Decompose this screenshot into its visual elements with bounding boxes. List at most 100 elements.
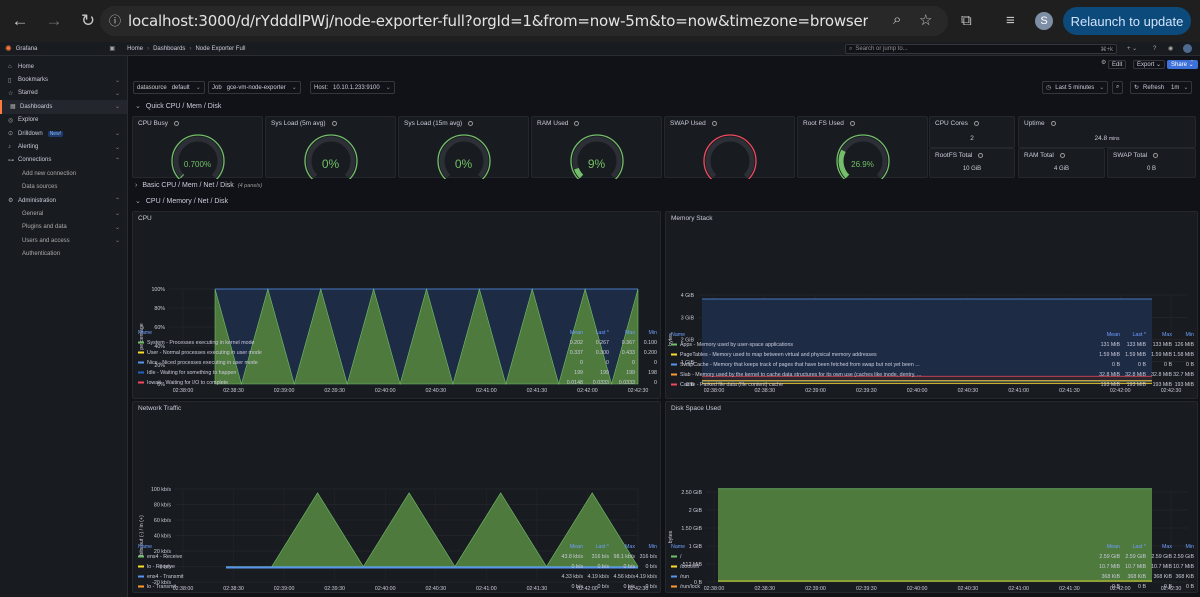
sidebar-item-connections[interactable]: ⊶ Connections ⌃ xyxy=(0,154,127,167)
row-basic[interactable]: › Basic CPU / Mem / Net / Disk (4 panels) xyxy=(135,182,262,189)
share-button[interactable]: Share ⌄ xyxy=(1167,60,1198,69)
relaunch-button[interactable]: Relaunch to update xyxy=(1063,7,1191,35)
chevron-up-icon[interactable]: ⌃ xyxy=(115,198,121,205)
x-tick-label: 02:41:00 xyxy=(476,586,497,592)
settings-icon[interactable]: ⚙ xyxy=(1101,60,1107,66)
chevron-down-icon[interactable]: ⌄ xyxy=(115,224,121,231)
chevron-down-icon[interactable]: ⌄ xyxy=(115,144,121,151)
chevron-down-icon[interactable]: ⌄ xyxy=(115,90,121,97)
info-icon[interactable] xyxy=(849,120,855,126)
sidebar-item-starred[interactable]: ☆ Starred ⌄ xyxy=(0,87,127,100)
x-tick-label: 02:38:00 xyxy=(173,586,194,592)
gauge-ram-used: RAM Used 9% xyxy=(531,116,662,179)
profile-avatar[interactable]: S xyxy=(1035,12,1053,30)
site-info-icon[interactable]: ⓘ xyxy=(109,14,122,28)
sidebar-item-dashboards[interactable]: ▦ Dashboards ⌄ xyxy=(0,100,127,114)
root-fs-area xyxy=(718,488,1152,582)
chevron-up-icon[interactable]: ⌃ xyxy=(115,157,121,164)
legend-min: 368 KiB xyxy=(1175,574,1194,580)
media-icon[interactable]: ≡ xyxy=(1006,12,1015,29)
gauge-root-fs-used: Root FS Used 26.9% xyxy=(797,116,928,179)
x-tick-label: 02:41:30 xyxy=(527,388,548,394)
row-cpu[interactable]: ⌄ CPU / Memory / Net / Disk xyxy=(135,197,228,206)
info-icon[interactable] xyxy=(1153,152,1159,158)
gauge-threshold-ring xyxy=(304,134,358,179)
export-button[interactable]: Export ⌄ xyxy=(1133,60,1166,69)
sidebar-item-explore[interactable]: ◎ Explore xyxy=(0,114,127,127)
sidebar-item-drilldown[interactable]: ⊙ Drilldown New! ⌄ xyxy=(0,127,127,140)
y-tick-label: 1.50 GiB xyxy=(681,526,702,532)
info-icon[interactable] xyxy=(331,120,337,126)
zoom-out-button[interactable]: ⌕ xyxy=(1112,81,1124,94)
refresh-icon: ↻ xyxy=(1134,85,1140,91)
legend-last: 1.59 MiB xyxy=(1125,352,1146,358)
var-datasource[interactable]: datasource default ⌄ xyxy=(133,81,205,94)
grafana-logo-icon[interactable]: ✺ xyxy=(5,44,12,53)
sidebar-item-users[interactable]: Users and access ⌄ xyxy=(0,234,127,247)
reload-icon[interactable]: ↻ xyxy=(80,11,96,30)
x-tick-label: 02:42:30 xyxy=(628,388,649,394)
gauge-track xyxy=(173,136,223,179)
zoom-icon[interactable]: ⌕ xyxy=(893,11,902,28)
chevron-down-icon[interactable]: ⌄ xyxy=(115,77,121,84)
legend-last: 0 b/s xyxy=(598,584,610,590)
legend-mean: 0.0148 xyxy=(567,380,583,386)
search-input[interactable]: ⌕ Search or jump to... ⌘+k xyxy=(845,44,1117,54)
sidebar-item-add-connection[interactable]: Add new connection xyxy=(0,167,127,180)
breadcrumb-home[interactable]: Home xyxy=(127,45,144,52)
y-axis-label: percentage xyxy=(139,323,145,350)
var-host[interactable]: Host: 10.10.1.233:9100 ⌄ xyxy=(310,81,395,94)
info-icon[interactable] xyxy=(468,120,474,126)
edit-button[interactable]: Edit xyxy=(1108,60,1127,69)
refresh-button[interactable]: ↻ Refresh 1m ⌄ xyxy=(1130,81,1193,94)
legend-item: ens4 - Receive xyxy=(147,554,182,560)
sidebar-item-data-sources[interactable]: Data sources xyxy=(0,181,127,194)
legend-header-min: Min xyxy=(648,330,657,336)
info-icon[interactable] xyxy=(973,120,979,126)
extensions-icon[interactable]: ⧉ xyxy=(961,12,972,29)
back-icon[interactable]: ← xyxy=(11,11,29,30)
panel-title: SWAP Total xyxy=(1113,152,1148,159)
info-icon[interactable] xyxy=(574,120,580,126)
gauge-threshold-ring xyxy=(437,134,491,179)
info-icon[interactable] xyxy=(173,120,179,126)
info-icon[interactable] xyxy=(1059,152,1065,158)
free-memory-area xyxy=(702,299,1152,384)
info-icon[interactable] xyxy=(978,152,984,158)
gauge-value: 0% xyxy=(321,157,340,171)
gauge-threshold-ring xyxy=(703,134,757,179)
news-icon[interactable]: ◉ xyxy=(1168,46,1174,52)
help-icon[interactable]: ? xyxy=(1153,45,1157,52)
var-job[interactable]: Job gce-vm-node-exporter ⌄ xyxy=(208,81,301,94)
dock-menu-icon[interactable]: ▣ xyxy=(109,46,116,52)
info-icon[interactable] xyxy=(711,120,717,126)
chevron-down-icon[interactable]: ⌄ xyxy=(115,211,121,218)
sidebar-item-administration[interactable]: ⚙ Administration ⌃ xyxy=(0,194,127,207)
sidebar-item-general[interactable]: General ⌄ xyxy=(0,207,127,220)
sidebar-item-label: Starred xyxy=(18,90,38,97)
sidebar-item-bookmarks[interactable]: ▯ Bookmarks ⌄ xyxy=(0,73,127,86)
sidebar-item-authentication[interactable]: Authentication xyxy=(0,247,127,260)
address-bar[interactable]: ⓘ localhost:3000/d/rYdddlPWj/node-export… xyxy=(100,6,948,36)
y-tick-label: 3 GiB xyxy=(681,315,695,321)
legend-last: 32.8 MiB xyxy=(1125,372,1146,378)
y-tick-label: 2 GiB xyxy=(689,508,703,514)
chevron-down-icon[interactable]: ⌄ xyxy=(115,131,121,138)
time-range-picker[interactable]: ◷ Last 5 minutes ⌄ xyxy=(1042,81,1109,94)
collapse-icon[interactable]: ⌃ xyxy=(1189,60,1195,67)
gauge-value: 0% xyxy=(454,157,473,171)
bookmark-star-icon[interactable]: ☆ xyxy=(919,12,933,29)
sidebar-item-home[interactable]: ⌂ Home xyxy=(0,60,127,73)
add-icon[interactable]: + ⌄ xyxy=(1127,46,1138,52)
user-avatar[interactable] xyxy=(1183,44,1192,53)
legend-min: 0.200 xyxy=(644,350,657,356)
row-quick[interactable]: ⌄ Quick CPU / Mem / Disk xyxy=(135,102,221,111)
breadcrumb-dashboards[interactable]: Dashboards xyxy=(153,45,186,52)
chevron-down-icon[interactable]: ⌄ xyxy=(115,104,121,111)
sidebar-item-plugins[interactable]: Plugins and data ⌄ xyxy=(0,221,127,234)
chevron-down-icon[interactable]: ⌄ xyxy=(115,238,121,245)
sidebar-item-alerting[interactable]: ♪ Alerting ⌄ xyxy=(0,140,127,153)
info-icon[interactable] xyxy=(1050,120,1056,126)
forward-icon[interactable]: → xyxy=(45,11,63,30)
